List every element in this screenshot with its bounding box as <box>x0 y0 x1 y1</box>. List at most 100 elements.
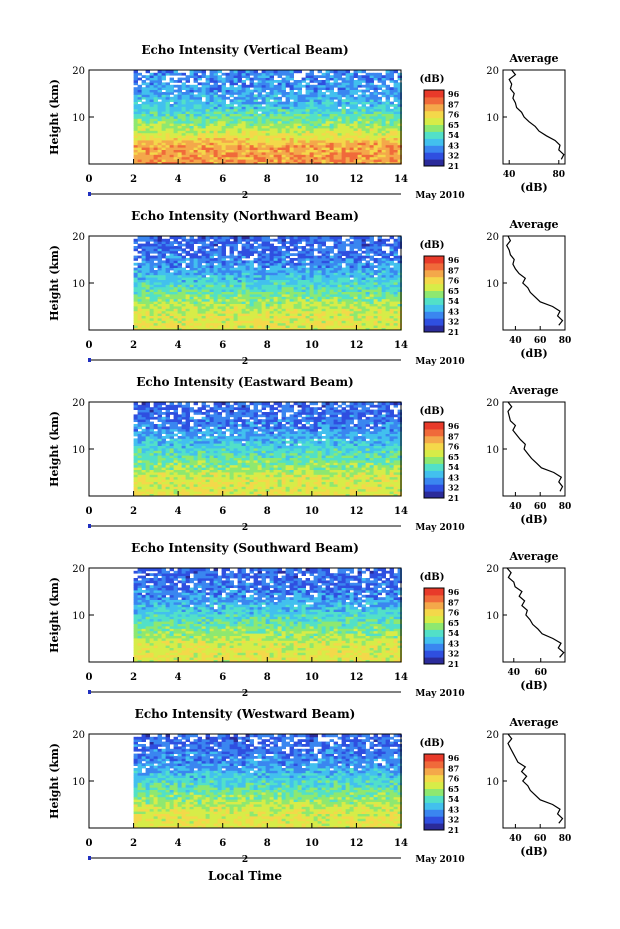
heatmap-cell <box>237 142 242 146</box>
heatmap-cell <box>205 123 210 126</box>
heatmap-cell <box>277 118 282 122</box>
heatmap-cell <box>393 301 398 304</box>
heatmap-cell <box>345 87 350 90</box>
heatmap-cell <box>225 149 230 153</box>
heatmap-cell <box>297 137 302 141</box>
heatmap-cell <box>153 291 158 295</box>
heatmap-cell <box>277 327 282 331</box>
heatmap-cell <box>185 140 190 143</box>
heatmap-cell <box>301 289 306 292</box>
heatmap-cell <box>269 137 274 141</box>
heatmap-cell <box>269 101 274 105</box>
heatmap-cell <box>313 99 318 102</box>
heatmap-cell <box>229 308 234 312</box>
heatmap-cell <box>141 142 146 146</box>
x-tick-label: 2 <box>130 174 137 185</box>
heatmap-cell <box>377 238 382 242</box>
heatmap-cell <box>233 80 238 83</box>
heatmap-cell <box>349 96 354 100</box>
heatmap-cell <box>349 255 354 259</box>
heatmap-cell <box>201 284 206 288</box>
heatmap-cell <box>309 106 314 110</box>
heatmap-cell <box>305 137 310 141</box>
heatmap-cell <box>221 286 226 290</box>
heatmap-cell <box>213 282 218 285</box>
heatmap-cell <box>133 310 138 314</box>
heatmap-cell <box>241 322 246 326</box>
heatmap-cell <box>361 120 366 124</box>
heatmap-cell <box>257 137 262 141</box>
heatmap-cell <box>361 303 366 307</box>
heatmap-cell <box>337 144 342 148</box>
heatmap-cell <box>221 272 226 276</box>
heatmap-cell <box>233 255 238 259</box>
heatmap-cell <box>205 108 210 112</box>
heatmap-cell <box>369 270 374 273</box>
heatmap-cell <box>349 104 354 107</box>
heatmap-cell <box>149 128 154 131</box>
heatmap-cell <box>317 75 322 78</box>
heatmap-cell <box>225 96 230 100</box>
heatmap-cell <box>325 70 330 74</box>
heatmap-cell <box>173 72 178 76</box>
heatmap-cell <box>217 260 222 264</box>
heatmap-cell <box>193 308 198 312</box>
heatmap-cell <box>293 248 298 252</box>
heatmap-cell <box>185 135 190 138</box>
heatmap-cell <box>349 313 354 316</box>
heatmap-cell <box>341 279 346 283</box>
heatmap-cell <box>325 120 330 124</box>
heatmap-cell <box>225 123 230 126</box>
heatmap-cell <box>377 236 382 240</box>
heatmap-cell <box>221 262 226 266</box>
heatmap-cell <box>281 320 286 324</box>
heatmap-cell <box>273 238 278 242</box>
heatmap-cell <box>153 111 158 114</box>
heatmap-cell <box>285 72 290 76</box>
heatmap-cell <box>241 279 246 283</box>
heatmap-cell <box>353 306 358 309</box>
heatmap-cell <box>289 308 294 312</box>
heatmap-cell <box>297 142 302 146</box>
heatmap-cell <box>313 116 318 119</box>
heatmap-cell <box>281 154 286 158</box>
heatmap-cell <box>193 262 198 266</box>
heatmap-cell <box>385 325 390 328</box>
heatmap-cell <box>177 137 182 141</box>
heatmap-cell <box>217 113 222 117</box>
heatmap-cell <box>241 298 246 302</box>
heatmap-cell <box>165 89 170 93</box>
heatmap-cell <box>329 289 334 292</box>
heatmap-cell <box>137 322 142 326</box>
heatmap-cell <box>205 84 210 88</box>
heatmap-cell <box>297 315 302 319</box>
heatmap-cell <box>241 154 246 158</box>
heatmap-cell <box>145 108 150 112</box>
heatmap-cell <box>277 111 282 114</box>
heatmap-cell <box>325 327 330 331</box>
heatmap-cell <box>301 277 306 280</box>
heatmap-cell <box>385 123 390 126</box>
heatmap-cell <box>229 322 234 326</box>
heatmap-cell <box>297 94 302 98</box>
heatmap-cell <box>245 101 250 105</box>
heatmap-cell <box>261 132 266 136</box>
heatmap-cell <box>373 96 378 100</box>
heatmap-cell <box>309 113 314 117</box>
heatmap-cell <box>133 303 138 307</box>
heatmap-cell <box>329 142 334 146</box>
heatmap-cell <box>309 272 314 276</box>
heatmap-cell <box>173 253 178 256</box>
heatmap-cell <box>357 130 362 134</box>
heatmap-cell <box>161 282 166 285</box>
heatmap-cell <box>197 77 202 81</box>
heatmap-cell <box>173 294 178 297</box>
heatmap-cell <box>209 291 214 295</box>
heatmap-cell <box>261 108 266 112</box>
heatmap-cell <box>269 108 274 112</box>
heatmap-cell <box>221 130 226 134</box>
heatmap-cell <box>325 101 330 105</box>
heatmap-cell <box>229 284 234 288</box>
heatmap-cell <box>361 284 366 288</box>
